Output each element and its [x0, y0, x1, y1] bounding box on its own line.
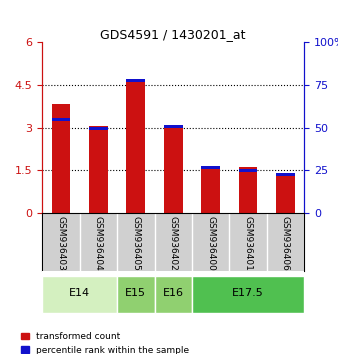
- Text: GSM936403: GSM936403: [56, 216, 66, 271]
- Bar: [201, 166, 220, 169]
- Text: GSM936406: GSM936406: [281, 216, 290, 271]
- Text: E16: E16: [163, 288, 184, 298]
- FancyBboxPatch shape: [192, 276, 304, 313]
- Text: GSM936405: GSM936405: [131, 216, 140, 271]
- Text: GSM936402: GSM936402: [169, 216, 178, 270]
- FancyBboxPatch shape: [42, 276, 117, 313]
- Text: E14: E14: [69, 288, 90, 298]
- Text: E15: E15: [125, 288, 146, 298]
- Bar: [52, 118, 70, 121]
- Bar: [164, 125, 183, 128]
- Bar: [89, 126, 108, 213]
- Legend: transformed count, percentile rank within the sample: transformed count, percentile rank withi…: [21, 332, 189, 354]
- Bar: [239, 170, 258, 172]
- Text: GSM936404: GSM936404: [94, 216, 103, 270]
- Bar: [52, 104, 70, 213]
- Text: GSM936401: GSM936401: [244, 216, 252, 271]
- Text: E17.5: E17.5: [232, 288, 264, 298]
- Text: GSM936400: GSM936400: [206, 216, 215, 271]
- FancyBboxPatch shape: [117, 276, 154, 313]
- Bar: [201, 166, 220, 213]
- FancyBboxPatch shape: [154, 276, 192, 313]
- Bar: [89, 127, 108, 130]
- Bar: [126, 79, 145, 213]
- Bar: [126, 79, 145, 82]
- Bar: [276, 173, 295, 176]
- Bar: [164, 126, 183, 213]
- Bar: [276, 175, 295, 213]
- Title: GDS4591 / 1430201_at: GDS4591 / 1430201_at: [100, 28, 246, 41]
- Bar: [239, 167, 258, 213]
